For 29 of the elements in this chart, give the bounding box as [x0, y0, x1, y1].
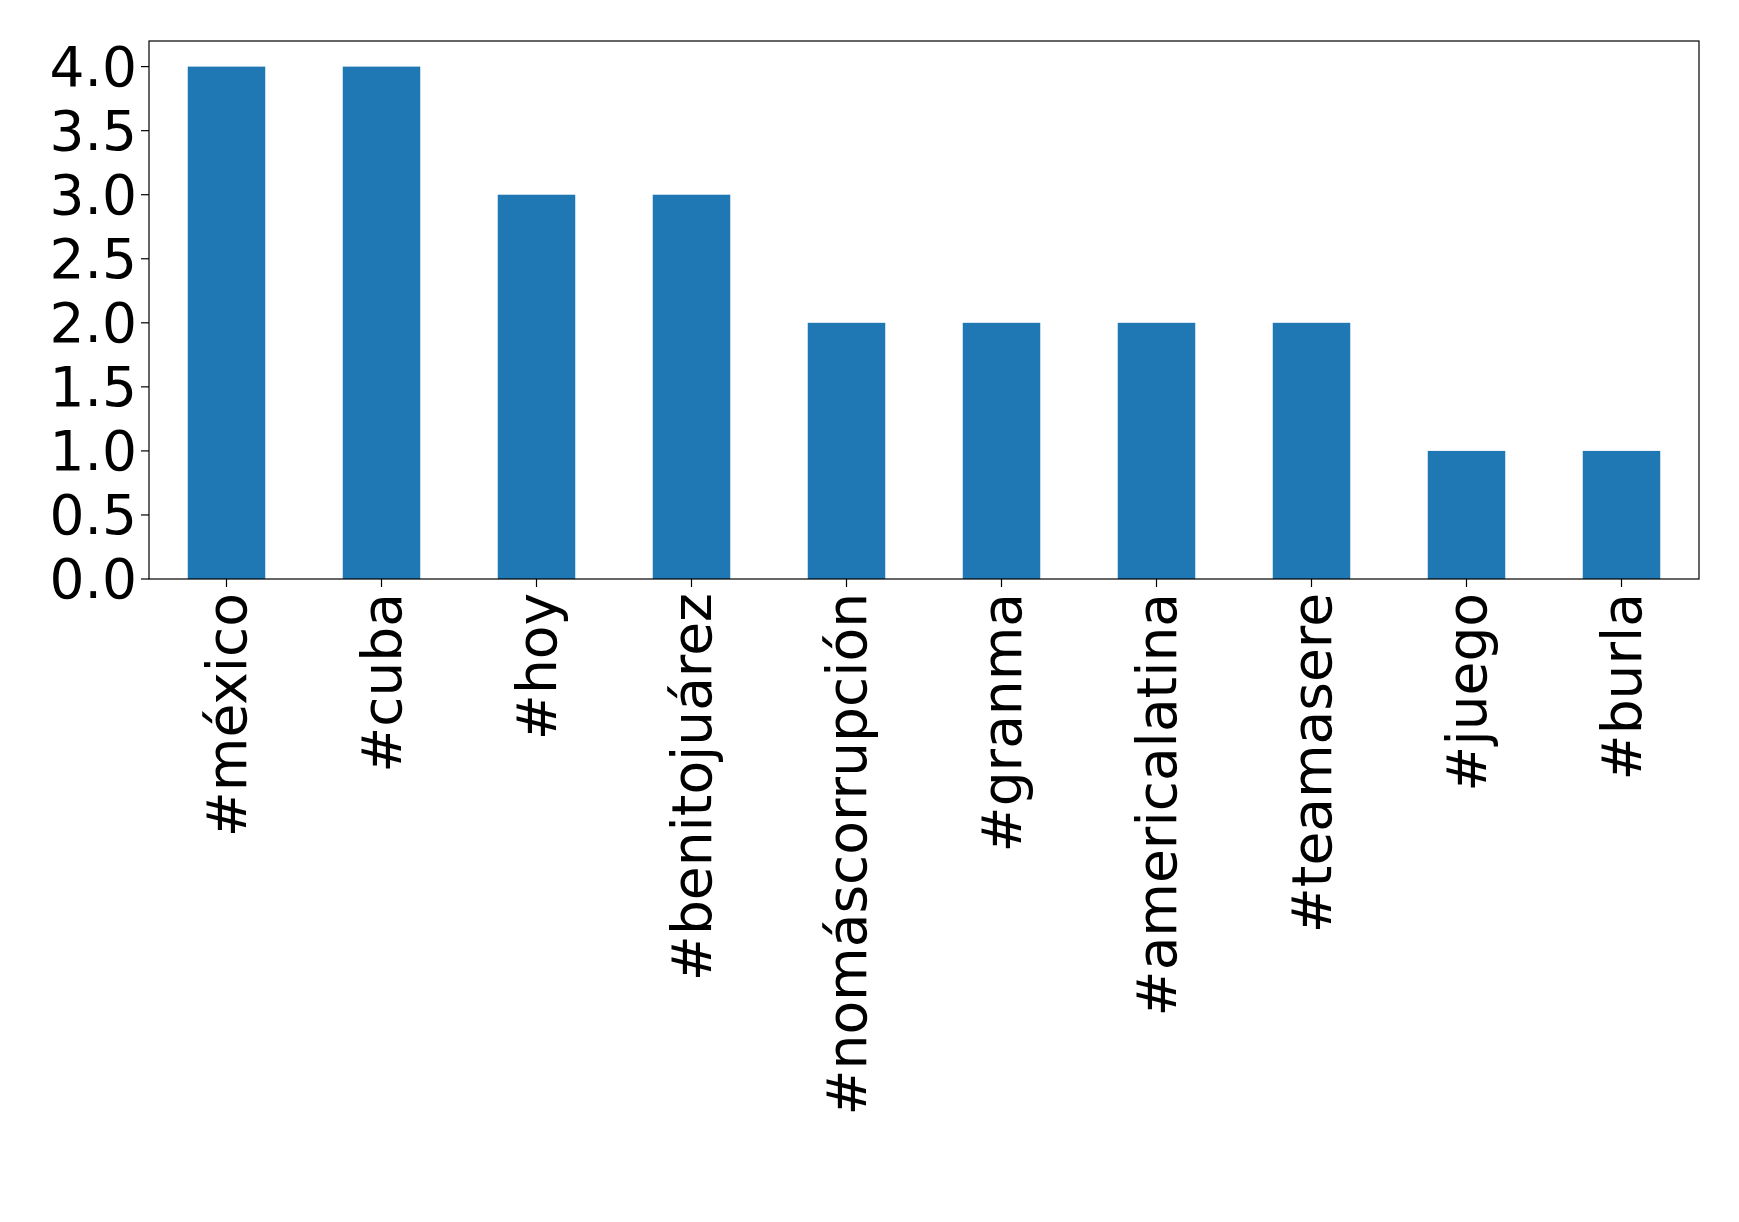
y-tick-label: 2.0 — [49, 291, 137, 356]
x-tick-label: #juego — [1434, 593, 1499, 792]
bar — [1272, 322, 1351, 579]
bar — [962, 322, 1041, 579]
y-tick-label: 1.0 — [49, 419, 137, 484]
y-tick-label: 1.5 — [49, 355, 137, 420]
x-tick-label: #granma — [969, 593, 1034, 853]
y-tick-label: 3.0 — [49, 162, 137, 227]
bar — [807, 322, 886, 579]
x-tick-label: #burla — [1589, 593, 1654, 781]
bar — [342, 66, 421, 579]
bar — [1582, 450, 1661, 579]
y-tick-label: 0.0 — [49, 547, 137, 612]
x-tick-label: #cuba — [349, 593, 414, 773]
y-tick-label: 0.5 — [49, 483, 137, 548]
bar — [1427, 450, 1506, 579]
x-tick-label: #americalatina — [1124, 593, 1189, 1017]
y-tick-label: 3.5 — [49, 98, 137, 163]
y-tick-label: 2.5 — [49, 227, 137, 292]
x-tick-label: #nomáscorrupción — [814, 593, 879, 1116]
bar — [497, 194, 576, 579]
x-tick-label: #benitojuárez — [659, 593, 724, 982]
bar — [652, 194, 731, 579]
bar — [1117, 322, 1196, 579]
bar — [187, 66, 266, 579]
x-tick-label: #hoy — [504, 593, 569, 741]
y-tick-label: 4.0 — [49, 34, 137, 99]
x-tick-label: #teamasere — [1279, 593, 1344, 934]
x-tick-label: #méxico — [194, 593, 259, 838]
